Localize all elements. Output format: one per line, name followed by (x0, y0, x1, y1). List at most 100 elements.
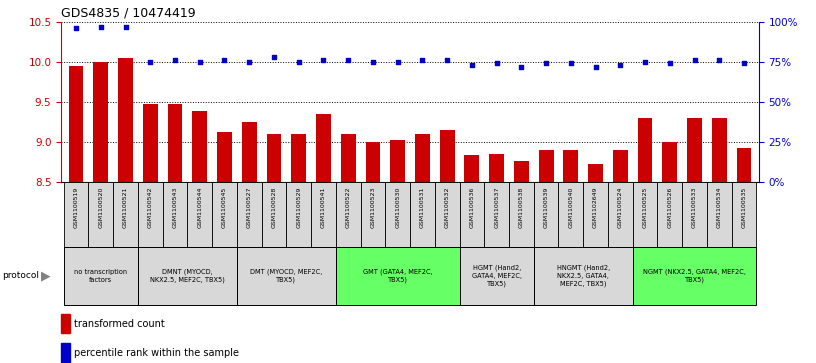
Text: GDS4835 / 10474419: GDS4835 / 10474419 (61, 6, 196, 19)
Bar (291, 134, 306, 182)
Point (144, 59, 157, 65)
Bar (390, 140, 405, 182)
Bar (632, 182, 658, 247)
Text: GSM1100535: GSM1100535 (742, 187, 747, 228)
Bar (361, 182, 385, 247)
Bar (267, 134, 282, 182)
Bar (534, 247, 632, 305)
Point (565, 60, 578, 66)
Text: DMT (MYOCD, MEF2C,
TBX5): DMT (MYOCD, MEF2C, TBX5) (251, 269, 322, 283)
Point (292, 59, 305, 65)
Text: percentile rank within the sample: percentile rank within the sample (74, 348, 239, 358)
Bar (410, 182, 435, 247)
Bar (712, 118, 727, 182)
Bar (459, 247, 534, 305)
Point (193, 59, 206, 65)
Text: GSM1100532: GSM1100532 (445, 187, 450, 228)
Bar (366, 142, 380, 182)
Bar (212, 182, 237, 247)
Point (342, 57, 355, 63)
Bar (707, 182, 732, 247)
Bar (484, 182, 509, 247)
Bar (237, 182, 262, 247)
Bar (61, 314, 70, 333)
Text: DMNT (MYOCD,
NKX2.5, MEF2C, TBX5): DMNT (MYOCD, NKX2.5, MEF2C, TBX5) (150, 269, 225, 283)
Point (515, 64, 528, 69)
Text: GSM1100529: GSM1100529 (296, 187, 301, 228)
Bar (534, 182, 558, 247)
Text: GSM1100543: GSM1100543 (172, 187, 178, 228)
Point (119, 24, 132, 29)
Bar (93, 62, 109, 182)
Text: transformed count: transformed count (74, 319, 165, 329)
Point (688, 57, 701, 63)
Text: NGMT (NKX2.5, GATA4, MEF2C,
TBX5): NGMT (NKX2.5, GATA4, MEF2C, TBX5) (643, 269, 746, 283)
Text: GSM1100537: GSM1100537 (494, 187, 499, 228)
Bar (613, 150, 628, 182)
Bar (237, 247, 336, 305)
Text: GSM1100519: GSM1100519 (73, 187, 78, 228)
Point (738, 60, 751, 66)
Bar (143, 104, 157, 182)
Bar (88, 182, 113, 247)
Text: GMT (GATA4, MEF2C,
TBX5): GMT (GATA4, MEF2C, TBX5) (363, 269, 432, 283)
Point (416, 57, 429, 63)
Point (663, 60, 676, 66)
Bar (162, 182, 188, 247)
Point (317, 57, 330, 63)
Bar (732, 182, 756, 247)
Bar (687, 118, 702, 182)
Bar (64, 182, 88, 247)
Text: GSM1100539: GSM1100539 (543, 187, 548, 228)
Text: GSM1100536: GSM1100536 (469, 187, 474, 228)
Text: GSM1100524: GSM1100524 (618, 187, 623, 228)
Bar (113, 182, 138, 247)
Bar (188, 182, 212, 247)
Bar (118, 58, 133, 182)
Bar (385, 182, 410, 247)
Text: GSM1100544: GSM1100544 (197, 187, 202, 228)
Bar (658, 182, 682, 247)
Point (391, 59, 404, 65)
Point (242, 59, 255, 65)
Point (441, 57, 454, 63)
Text: GSM1100523: GSM1100523 (370, 187, 375, 228)
Bar (682, 182, 707, 247)
Bar (316, 114, 330, 182)
Bar (558, 182, 583, 247)
Text: GSM1100520: GSM1100520 (98, 187, 104, 228)
Text: protocol: protocol (2, 272, 38, 280)
Bar (286, 182, 311, 247)
Text: GSM1100527: GSM1100527 (246, 187, 251, 228)
Bar (138, 247, 237, 305)
Bar (608, 182, 632, 247)
Bar (336, 247, 459, 305)
Bar (262, 182, 286, 247)
Bar (539, 150, 553, 182)
Text: HGMT (Hand2,
GATA4, MEF2C,
TBX5): HGMT (Hand2, GATA4, MEF2C, TBX5) (472, 265, 521, 287)
Text: GSM1100525: GSM1100525 (642, 187, 648, 228)
Bar (464, 155, 479, 182)
Bar (217, 132, 232, 182)
Bar (663, 142, 677, 182)
Text: GSM1100522: GSM1100522 (346, 187, 351, 228)
Bar (490, 154, 504, 182)
Bar (336, 182, 361, 247)
Point (218, 57, 231, 63)
Bar (588, 164, 603, 182)
Point (465, 62, 478, 68)
Text: GSM1100526: GSM1100526 (667, 187, 672, 228)
Point (69, 25, 82, 31)
Point (614, 62, 627, 68)
Bar (167, 104, 183, 182)
Text: GSM1100530: GSM1100530 (395, 187, 400, 228)
Text: GSM1100545: GSM1100545 (222, 187, 227, 228)
Bar (632, 247, 756, 305)
Text: GSM1100541: GSM1100541 (321, 187, 326, 228)
Point (268, 54, 281, 60)
Text: GSM1100534: GSM1100534 (716, 187, 722, 228)
Text: GSM1100521: GSM1100521 (123, 187, 128, 228)
Text: no transcription
factors: no transcription factors (74, 269, 127, 283)
Point (95, 24, 108, 29)
Bar (242, 122, 257, 182)
